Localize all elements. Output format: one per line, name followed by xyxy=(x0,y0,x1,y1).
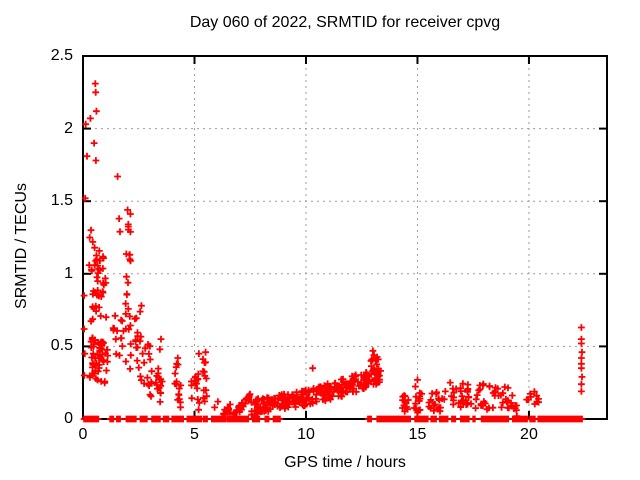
x-axis-label: GPS time / hours xyxy=(284,454,406,471)
x-tick-label: 0 xyxy=(78,426,88,443)
plot-border xyxy=(82,55,608,420)
chart-title: Day 060 of 2022, SRMTID for receiver cpv… xyxy=(189,14,501,31)
y-tick-label: 0.5 xyxy=(50,337,73,355)
y-tick-label: 0 xyxy=(64,410,73,427)
y-tick-label: 1 xyxy=(64,264,73,282)
y-tick-label: 1.5 xyxy=(50,192,73,210)
x-tick-label: 10 xyxy=(297,426,315,443)
x-tick-label: 20 xyxy=(520,426,538,443)
x-tick-label: 15 xyxy=(408,426,427,443)
y-tick-label: 2.5 xyxy=(50,47,73,64)
x-tick-label: 5 xyxy=(190,426,199,443)
y-tick-label: 2 xyxy=(64,119,73,137)
data-points-series xyxy=(80,80,586,423)
